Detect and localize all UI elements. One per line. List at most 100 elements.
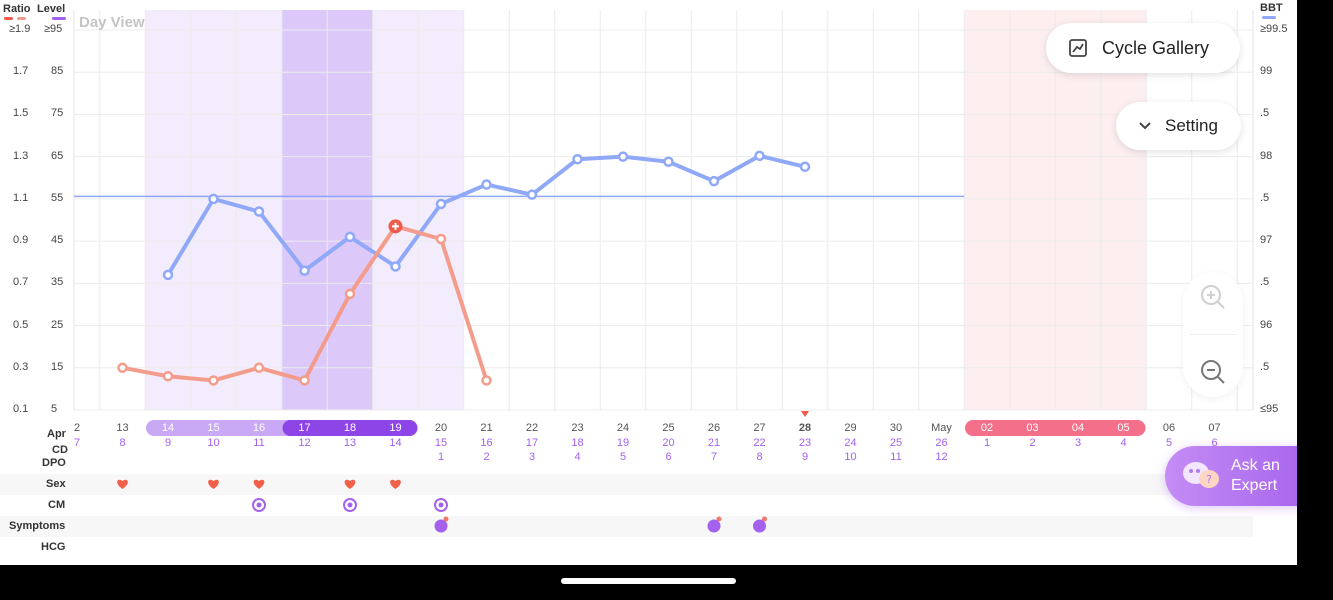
bbt-axis-title: BBT xyxy=(1260,2,1283,14)
date-label: 17 xyxy=(298,422,311,434)
level-tick-label: 75 xyxy=(51,107,64,120)
bbt-tick-label: .5 xyxy=(1260,107,1270,120)
ratio-tick-label: 0.5 xyxy=(13,318,29,331)
ask-expert-line2: Expert xyxy=(1231,477,1278,494)
dpo-label: 11 xyxy=(890,451,902,463)
cycle-day-label: 11 xyxy=(253,437,265,449)
date-label: 02 xyxy=(980,422,994,434)
row-label-cd: CD xyxy=(52,444,68,456)
home-indicator[interactable] xyxy=(561,578,736,584)
row-label-sex: Sex xyxy=(46,478,66,490)
bbt-point xyxy=(799,161,811,173)
date-label: 22 xyxy=(525,422,539,434)
date-label: 26 xyxy=(707,422,721,434)
cycle-day-label: 10 xyxy=(207,437,220,449)
bbt-point xyxy=(390,261,401,272)
ask-expert-button[interactable]: ? Ask an Expert xyxy=(1165,446,1297,506)
date-label: 30 xyxy=(889,422,903,434)
chart-gallery-icon xyxy=(1069,39,1087,57)
bbt-point xyxy=(208,193,219,205)
date-label: 05 xyxy=(1117,422,1130,434)
dpo-label: 10 xyxy=(844,451,857,463)
level-tick-label: 85 xyxy=(51,65,64,78)
bbt-tick-label: 96 xyxy=(1260,318,1273,331)
date-label: 25 xyxy=(662,422,675,434)
dpo-label: 12 xyxy=(935,451,948,463)
dpo-label: 6 xyxy=(665,451,672,463)
date-label: 24 xyxy=(616,422,630,434)
cm-icon xyxy=(343,498,357,512)
date-label: May xyxy=(931,422,952,434)
cycle-day-label: 7 xyxy=(73,437,81,449)
level-tick-label: 15 xyxy=(51,360,64,373)
ratio-tick-label: 0.1 xyxy=(13,403,29,415)
cycle-day-label: 20 xyxy=(662,437,675,449)
bbt-tick-label: .5 xyxy=(1260,360,1270,373)
date-label: 13 xyxy=(116,422,129,434)
ratio-legend-swatch-2 xyxy=(17,17,26,20)
symptom-icon xyxy=(753,519,766,533)
date-label: 28 xyxy=(798,422,812,434)
bbt-tick-label: 98 xyxy=(1260,149,1273,162)
date-label: 04 xyxy=(1071,422,1085,434)
cycle-day-label: 5 xyxy=(1165,437,1173,449)
bbt-tick-label: ≥99.5 xyxy=(1260,23,1288,35)
ratio-tick-label: 0.7 xyxy=(13,276,29,289)
level-tick-label: 25 xyxy=(51,318,64,331)
bbt-point xyxy=(481,179,492,190)
date-label: 14 xyxy=(161,422,175,434)
bbt-point xyxy=(663,156,674,167)
symptom-badge-dot xyxy=(716,516,722,522)
cycle-day-label: 19 xyxy=(616,437,630,449)
dpo-label: 9 xyxy=(801,451,809,463)
date-label: 03 xyxy=(1026,422,1039,434)
bbt-tick-label: 97 xyxy=(1260,234,1273,247)
date-label: 23 xyxy=(571,422,584,434)
bbt-point xyxy=(617,151,629,162)
bbt-tick-label: .5 xyxy=(1260,191,1270,204)
row-stripe xyxy=(0,516,1253,537)
dpo-label: 8 xyxy=(756,451,763,463)
cycle-day-label: 13 xyxy=(343,437,357,449)
date-label: 21 xyxy=(480,422,493,434)
level-tick-label: ≥95 xyxy=(44,23,63,35)
zoom-controls xyxy=(1183,272,1243,397)
cycle-day-label: 6 xyxy=(1211,437,1218,449)
dpo-label: 4 xyxy=(574,451,581,463)
symptom-icon xyxy=(707,519,721,533)
cycle-day-label: 15 xyxy=(434,437,448,449)
cycle-day-label: 25 xyxy=(889,437,903,449)
cycle-gallery-label: Cycle Gallery xyxy=(1102,37,1210,58)
setting-button[interactable]: Setting xyxy=(1116,102,1241,150)
bbt-point xyxy=(526,189,538,200)
row-label-hcg: HCG xyxy=(41,541,66,553)
level-tick-label: 55 xyxy=(51,191,64,204)
cycle-day-label: 18 xyxy=(571,437,584,449)
setting-label: Setting xyxy=(1165,116,1218,135)
date-label: 29 xyxy=(844,422,857,434)
bbt-legend-swatch xyxy=(1262,16,1276,19)
date-label: 27 xyxy=(753,422,766,434)
date-label: 16 xyxy=(252,422,266,434)
date-label: 20 xyxy=(434,422,448,434)
cycle-day-label: 23 xyxy=(798,437,812,449)
zoom-out-icon[interactable] xyxy=(1200,359,1226,385)
heart-icon xyxy=(344,479,356,489)
bbt-tick-label: 99 xyxy=(1260,65,1273,78)
ratio-point xyxy=(299,375,310,386)
level-tick-label: 45 xyxy=(51,234,64,247)
level-tick-label: 65 xyxy=(51,149,64,162)
cycle-gallery-button[interactable]: Cycle Gallery xyxy=(1046,23,1240,73)
fertility-chart xyxy=(0,10,1254,537)
period-date-pill xyxy=(965,420,1146,436)
row-label-cm: CM xyxy=(48,499,66,511)
date-label: 07 xyxy=(1208,422,1221,434)
bbt-tick-label: ≤95 xyxy=(1260,403,1279,415)
cm-icon-dot xyxy=(256,502,262,508)
cycle-day-label: 12 xyxy=(298,437,311,449)
day-view-label[interactable]: Day View xyxy=(79,14,145,31)
cycle-day-label: 24 xyxy=(844,437,857,449)
symptom-badge-dot xyxy=(443,516,449,522)
level-tick-label: 35 xyxy=(51,276,64,289)
zoom-in-icon[interactable] xyxy=(1200,284,1226,310)
